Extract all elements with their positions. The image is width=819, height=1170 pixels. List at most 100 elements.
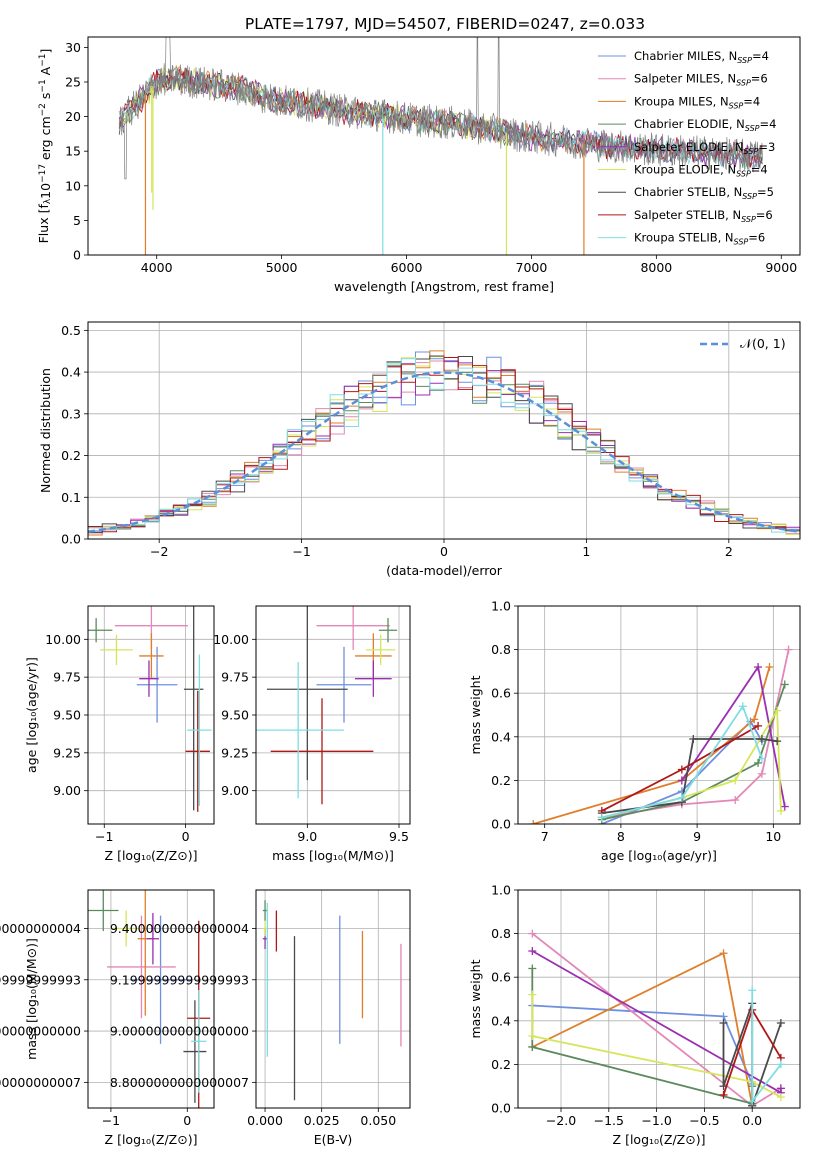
x-tick-label: −2.0 xyxy=(546,1113,576,1128)
x-tick-label: 0 xyxy=(182,829,190,844)
y-axis-label: Flux [fλ10−17 erg cm−2 s−1 A−1] xyxy=(36,49,53,244)
plot-area xyxy=(88,606,214,824)
axes-frame xyxy=(255,889,411,1109)
y-tick-label: 0.1 xyxy=(61,490,81,505)
mass-weight-line xyxy=(532,666,771,824)
y-tick-label: 0.0 xyxy=(491,1101,511,1116)
y-tick-label: 20 xyxy=(65,109,81,124)
errorbar-point xyxy=(191,990,207,1093)
mass-weight-marker xyxy=(776,806,785,815)
mass-weight-marker xyxy=(780,680,789,689)
plot-area xyxy=(118,37,763,255)
errorbar-point xyxy=(107,915,176,1019)
panel-massweight_vs_age: 7 8 9 10 0.0 0.2 0.4 0.6 0.8 1.0 age [log₁₀(age/yr… xyxy=(468,599,801,863)
mass-weight-marker xyxy=(754,721,763,730)
spectrum-model-line xyxy=(118,67,763,170)
mass-weight-marker xyxy=(677,765,686,774)
x-tick-label: 10 xyxy=(765,829,781,844)
errorbar-point xyxy=(136,646,178,723)
x-tick-label: 7 xyxy=(541,829,549,844)
y-axis-label: Normed distribution xyxy=(38,368,53,493)
y-tick-label: 9.00 xyxy=(221,783,249,798)
mass-weight-marker xyxy=(776,1084,785,1093)
legend-entry: Salpeter STELIB, NSSP=6 xyxy=(634,208,773,224)
mass-weight-marker xyxy=(750,715,759,724)
y-tick-label: 0.6 xyxy=(491,970,511,985)
mass-weight-marker xyxy=(765,663,774,672)
mass-weight-marker xyxy=(677,793,686,802)
errorbar-point xyxy=(355,660,392,697)
plot-area xyxy=(518,890,800,1108)
mass-weight-marker xyxy=(776,1018,785,1027)
mass-weight-marker xyxy=(528,1032,537,1041)
mass-weight-line xyxy=(531,951,754,1106)
legend-entry: Kroupa ELODIE, NSSP=4 xyxy=(634,163,768,179)
x-axis-label: E(B-V) xyxy=(314,1132,353,1147)
spectrum-legend: Chabrier MILES, NSSP=4 Salpeter MILES, NS… xyxy=(598,49,776,247)
mass-weight-line xyxy=(601,649,790,819)
x-tick-label: 7000 xyxy=(516,260,548,275)
y-tick-label: 0.4 xyxy=(61,365,81,380)
x-tick-label: 9.0 xyxy=(297,829,317,844)
mass-weight-marker xyxy=(719,1090,728,1099)
errorbar-point xyxy=(270,698,374,805)
mass-weight-marker xyxy=(773,706,782,715)
legend-entry: 𝒩(0, 1) xyxy=(740,336,786,351)
x-tick-label: −1 xyxy=(102,1113,120,1128)
x-tick-label: 4000 xyxy=(141,260,173,275)
legend-entry: Chabrier MILES, NSSP=4 xyxy=(634,49,769,65)
y-tick-label: 5 xyxy=(73,213,81,228)
legend-entry: Chabrier STELIB, NSSP=5 xyxy=(634,185,774,201)
y-tick-label: 9.4000000000000004 xyxy=(110,921,249,936)
mass-weight-marker xyxy=(719,949,728,958)
axes-frame xyxy=(255,605,411,825)
y-tick-label: 9.50 xyxy=(53,708,81,723)
errorbar-point xyxy=(316,606,390,650)
mass-weight-marker xyxy=(528,990,537,999)
errorbar-point xyxy=(267,606,348,781)
panel-mass_vs_EBV: 0.000 0.025 0.050 8.8000000000000007 9.00000… xyxy=(110,889,411,1147)
mass-weight-line xyxy=(532,1004,754,1085)
normal-reference-curve xyxy=(88,371,800,533)
mass-weight-line xyxy=(601,704,763,819)
y-tick-label: 1.0 xyxy=(491,599,511,614)
figure-title: PLATE=1797, MJD=54507, FIBERID=0247, z=0… xyxy=(245,15,645,33)
y-axis-label: mass weight xyxy=(468,675,483,754)
y-tick-label: 9.1999999999999993 xyxy=(110,972,249,987)
x-tick-label: 0 xyxy=(440,544,448,559)
errorbar-point xyxy=(130,915,192,1044)
x-tick-label: −1.5 xyxy=(594,1113,624,1128)
errorbar-point xyxy=(110,910,142,947)
mass-weight-line xyxy=(531,994,782,1098)
x-tick-label: 2 xyxy=(725,544,733,559)
plot-area xyxy=(88,322,800,539)
mass-weight-marker xyxy=(748,986,757,995)
x-tick-label: 9000 xyxy=(765,260,797,275)
y-tick-label: 0.3 xyxy=(61,406,81,421)
y-tick-label: 25 xyxy=(65,74,81,89)
y-tick-label: 9.50 xyxy=(221,708,249,723)
errorbar-point xyxy=(139,633,164,679)
y-tick-label: 9.4000000000000004 xyxy=(0,921,81,936)
legend-entry: Chabrier ELODIE, NSSP=4 xyxy=(634,117,776,133)
mass-weight-line xyxy=(601,684,786,821)
mass-weight-marker xyxy=(529,820,538,824)
y-tick-label: 0.8 xyxy=(491,926,511,941)
mass-weight-marker xyxy=(773,737,782,746)
axes-frame xyxy=(87,889,215,1109)
errorbar-point xyxy=(139,660,159,697)
x-tick-label: 1 xyxy=(582,544,590,559)
axes-frame xyxy=(87,36,801,256)
mass-weight-marker xyxy=(780,802,789,811)
x-axis-label: Z [log₁₀(Z/Z⊙)] xyxy=(105,848,198,863)
x-tick-label: 9 xyxy=(693,829,701,844)
axes-frame xyxy=(517,605,801,825)
y-tick-label: 30 xyxy=(65,40,81,55)
y-tick-label: 9.75 xyxy=(221,670,249,685)
y-axis-label: mass weight xyxy=(468,959,483,1038)
mass-weight-marker xyxy=(748,1097,757,1106)
mass-weight-line xyxy=(531,968,754,1105)
errorbar-point xyxy=(100,634,133,666)
errorbar-point xyxy=(183,1000,207,1103)
